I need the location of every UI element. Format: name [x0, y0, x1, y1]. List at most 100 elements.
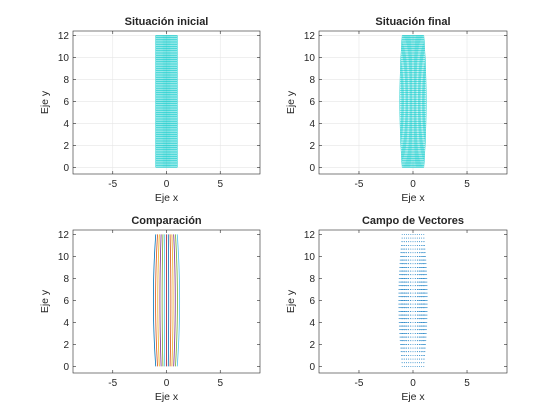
vector-origin [410, 307, 412, 309]
vector-origin [414, 321, 416, 323]
vector-origin [412, 277, 414, 279]
x-tick-label: -5 [355, 378, 364, 389]
y-tick-label: 6 [309, 296, 315, 307]
vector-origin [414, 263, 416, 265]
vector-origin [414, 336, 416, 338]
vector-origin [423, 241, 425, 243]
vector-origin [403, 270, 405, 272]
vector-origin [406, 296, 407, 298]
vector-origin [403, 351, 405, 353]
vector-origin [408, 321, 410, 323]
plot-content [398, 233, 428, 367]
vector-origin [412, 292, 414, 294]
vector-origin [419, 259, 420, 261]
vector-origin [419, 318, 420, 320]
vector-origin [414, 277, 416, 279]
vector-origin [412, 354, 414, 356]
vector-origin [421, 332, 423, 334]
vector-origin [414, 314, 416, 316]
chart-title: Comparación [131, 215, 202, 227]
y-tick-label: 8 [63, 274, 69, 285]
vector-origin [401, 354, 403, 356]
chart-panel-1: -5 0 5 0 2 4 6 8 10 12 Situación inicial Eje x Eje y [39, 16, 261, 204]
vector-origin [410, 303, 412, 305]
vector-origin [406, 255, 407, 257]
vector-origin [403, 362, 405, 364]
vector-origin [408, 252, 410, 254]
vector-origin [412, 303, 414, 305]
vector-origin [406, 241, 407, 243]
vector-origin [406, 233, 407, 235]
vector-origin [410, 358, 412, 360]
y-tick-label: 2 [63, 340, 69, 351]
vector-origin [416, 358, 418, 360]
vector-origin [412, 307, 414, 309]
vector-origin [414, 252, 416, 254]
vector-origin [412, 332, 414, 334]
vector-origin [421, 233, 423, 235]
y-tick-label: 12 [304, 31, 316, 42]
vector-origin [414, 332, 416, 334]
x-tick-label: 5 [217, 378, 223, 389]
vector-origin [423, 255, 425, 257]
vector-origin [410, 340, 412, 342]
x-axis-label: Eje x [401, 192, 425, 204]
y-axis-label: Eje y [39, 289, 51, 313]
vector-origin [421, 336, 423, 338]
vector-origin [412, 310, 414, 312]
vector-origin [419, 296, 420, 298]
vector-origin [406, 281, 407, 283]
x-tick-label: 0 [164, 179, 170, 190]
vector-origin [408, 325, 410, 327]
vector-origin [401, 343, 403, 345]
vector-origin [403, 347, 405, 349]
vector-origin [410, 277, 412, 279]
vector-origin [401, 233, 403, 235]
vector-origin [419, 263, 420, 265]
vector-origin [410, 332, 412, 334]
vector-origin [421, 263, 423, 265]
vector-origin [408, 248, 410, 250]
vector-origin [412, 248, 414, 250]
vector-origin [406, 288, 407, 290]
vector-origin [401, 358, 403, 360]
vector-origin [416, 310, 418, 312]
vector-origin [414, 288, 416, 290]
y-tick-label: 10 [58, 53, 70, 64]
vector-origin [412, 358, 414, 360]
vector-origin [403, 259, 405, 261]
vector-origin [401, 241, 403, 243]
vector-origin [419, 351, 420, 353]
vector-origin [423, 307, 425, 309]
vector-origin [414, 329, 416, 331]
vector-origin [408, 263, 410, 265]
vector-origin [410, 259, 412, 261]
vector-origin [414, 296, 416, 298]
x-tick-label: -5 [108, 179, 117, 190]
y-tick-label: 4 [309, 119, 315, 130]
vector-origin [423, 288, 425, 290]
vector-origin [410, 362, 412, 364]
vector-origin [412, 362, 414, 364]
vector-origin [416, 332, 418, 334]
vector-origin [401, 351, 403, 353]
vector-origin [408, 266, 410, 268]
vector-origin [423, 314, 425, 316]
vector-origin [410, 270, 412, 272]
vector-origin [419, 310, 420, 312]
vector-origin [419, 248, 420, 250]
vector-origin [410, 263, 412, 265]
vector-origin [423, 310, 425, 312]
x-tick-label: -5 [108, 378, 117, 389]
vector-origin [416, 244, 418, 246]
vector-origin [416, 314, 418, 316]
vector-origin [421, 325, 423, 327]
vector-origin [419, 343, 420, 345]
y-axis-label: Eje y [39, 90, 51, 114]
vector-origin [410, 274, 412, 276]
x-tick-label: 0 [410, 179, 416, 190]
vector-origin [401, 237, 403, 239]
vector-origin [419, 244, 420, 246]
vector-origin [423, 332, 425, 334]
y-tick-label: 10 [58, 252, 70, 263]
